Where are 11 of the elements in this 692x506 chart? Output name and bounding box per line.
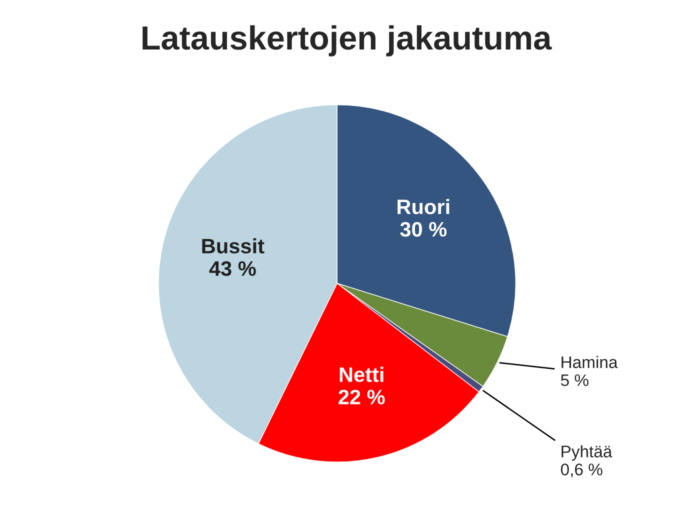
- chart-title: Latauskertojen jakautuma: [142, 25, 552, 56]
- slice-label: Bussit: [202, 238, 264, 254]
- data-label: 0,6 %: [560, 464, 602, 478]
- slice-label: Netti: [340, 366, 384, 382]
- slice-label: Hamina: [562, 356, 618, 368]
- data-label: 22 %: [338, 390, 385, 404]
- slice-label: Pyhtää: [562, 445, 612, 461]
- data-label: 43 %: [209, 261, 256, 276]
- data-label: 30 %: [400, 222, 447, 237]
- slice-label: Ruori: [398, 198, 450, 214]
- data-label: 5 %: [560, 374, 588, 386]
